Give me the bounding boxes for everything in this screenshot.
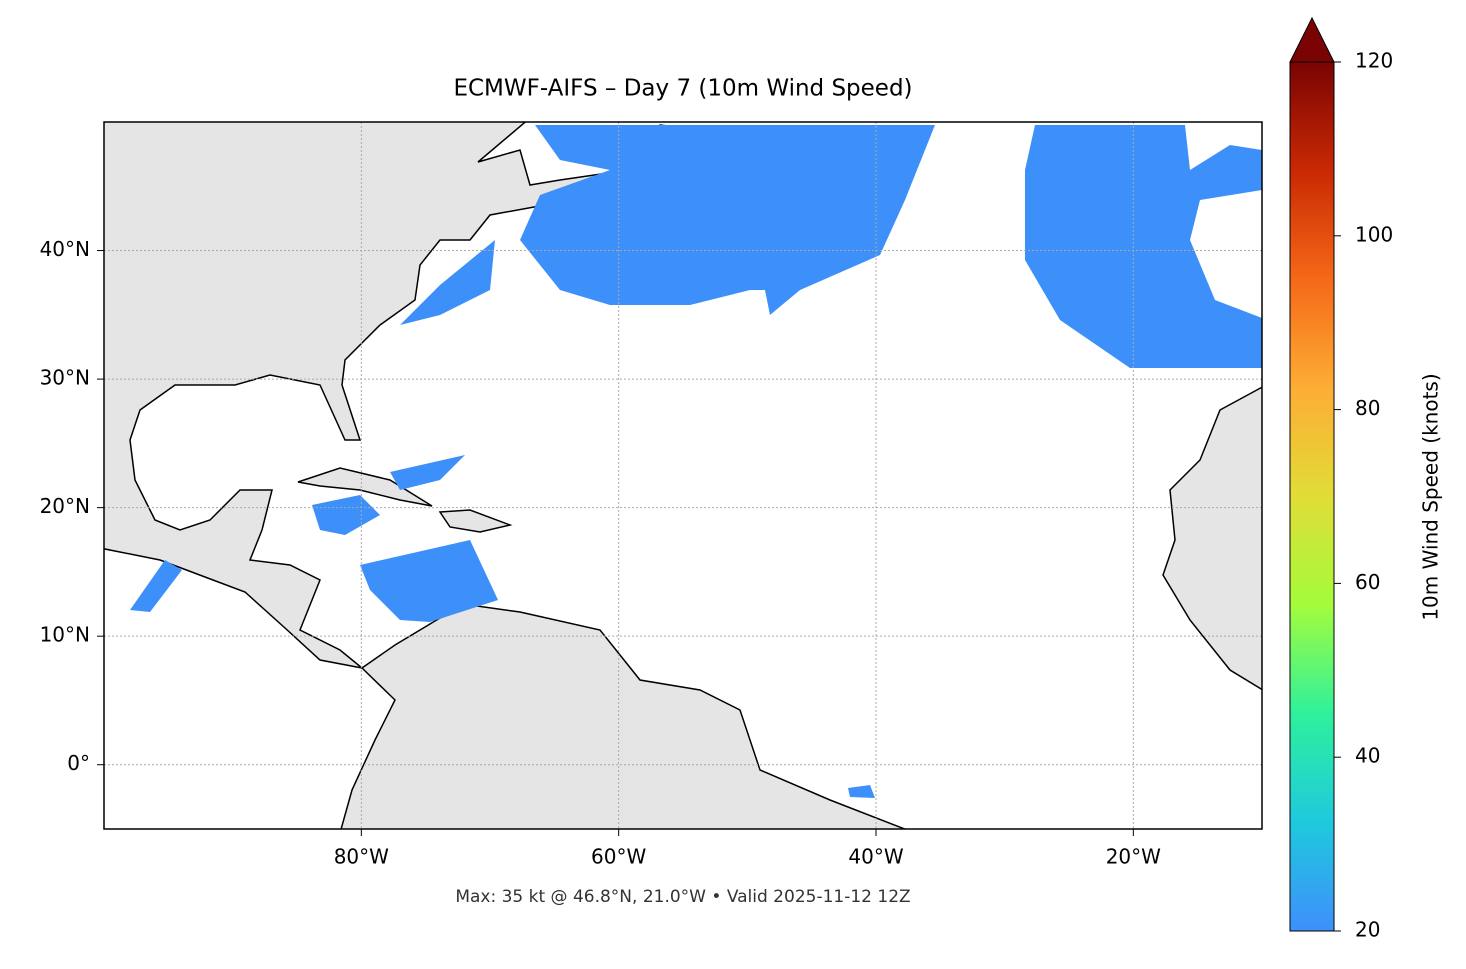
colorbar-tick-label: 20 <box>1355 918 1380 942</box>
africa <box>1162 386 1262 691</box>
map-footer: Max: 35 kt @ 46.8°N, 21.0°W • Valid 2025… <box>455 887 910 907</box>
map-title: ECMWF-AIFS – Day 7 (10m Wind Speed) <box>453 76 912 102</box>
x-tick-label: 80°W <box>334 845 389 869</box>
x-tick-label: 20°W <box>1106 845 1161 869</box>
y-tick-label: 30°N <box>40 366 90 390</box>
cuba <box>297 467 433 507</box>
x-tick-label: 40°W <box>848 845 903 869</box>
colorbar-tick-label: 80 <box>1355 396 1380 420</box>
wind-ne-atlantic <box>1025 125 1262 368</box>
y-tick-label: 20°N <box>40 494 90 518</box>
grid <box>104 122 1262 829</box>
wind-pacific <box>130 560 182 612</box>
map-frame <box>103 121 1263 830</box>
wind-nw-atlantic <box>520 125 935 315</box>
y-tick-label: 0° <box>67 751 90 775</box>
colorbar-tick-label: 100 <box>1355 222 1393 246</box>
colorbar-tick-label: 40 <box>1355 744 1380 768</box>
wind-us-coast <box>400 240 495 325</box>
hispaniola <box>438 509 513 533</box>
map-area <box>104 122 1262 829</box>
y-tick-label: 10°N <box>40 623 90 647</box>
colorbar <box>1289 61 1335 932</box>
y-tick-label: 40°N <box>40 237 90 261</box>
wind-cuba-south <box>312 495 380 535</box>
x-tick-label: 60°W <box>591 845 646 869</box>
wind-bahamas <box>390 455 465 490</box>
wind-caribbean <box>360 540 498 622</box>
colorbar-tick-label: 60 <box>1355 570 1380 594</box>
colorbar-extend <box>1289 16 1335 63</box>
colorbar-tick-label: 120 <box>1355 49 1393 73</box>
wind-equator <box>848 785 875 798</box>
colorbar-label: 10m Wind Speed (knots) <box>1419 373 1443 620</box>
